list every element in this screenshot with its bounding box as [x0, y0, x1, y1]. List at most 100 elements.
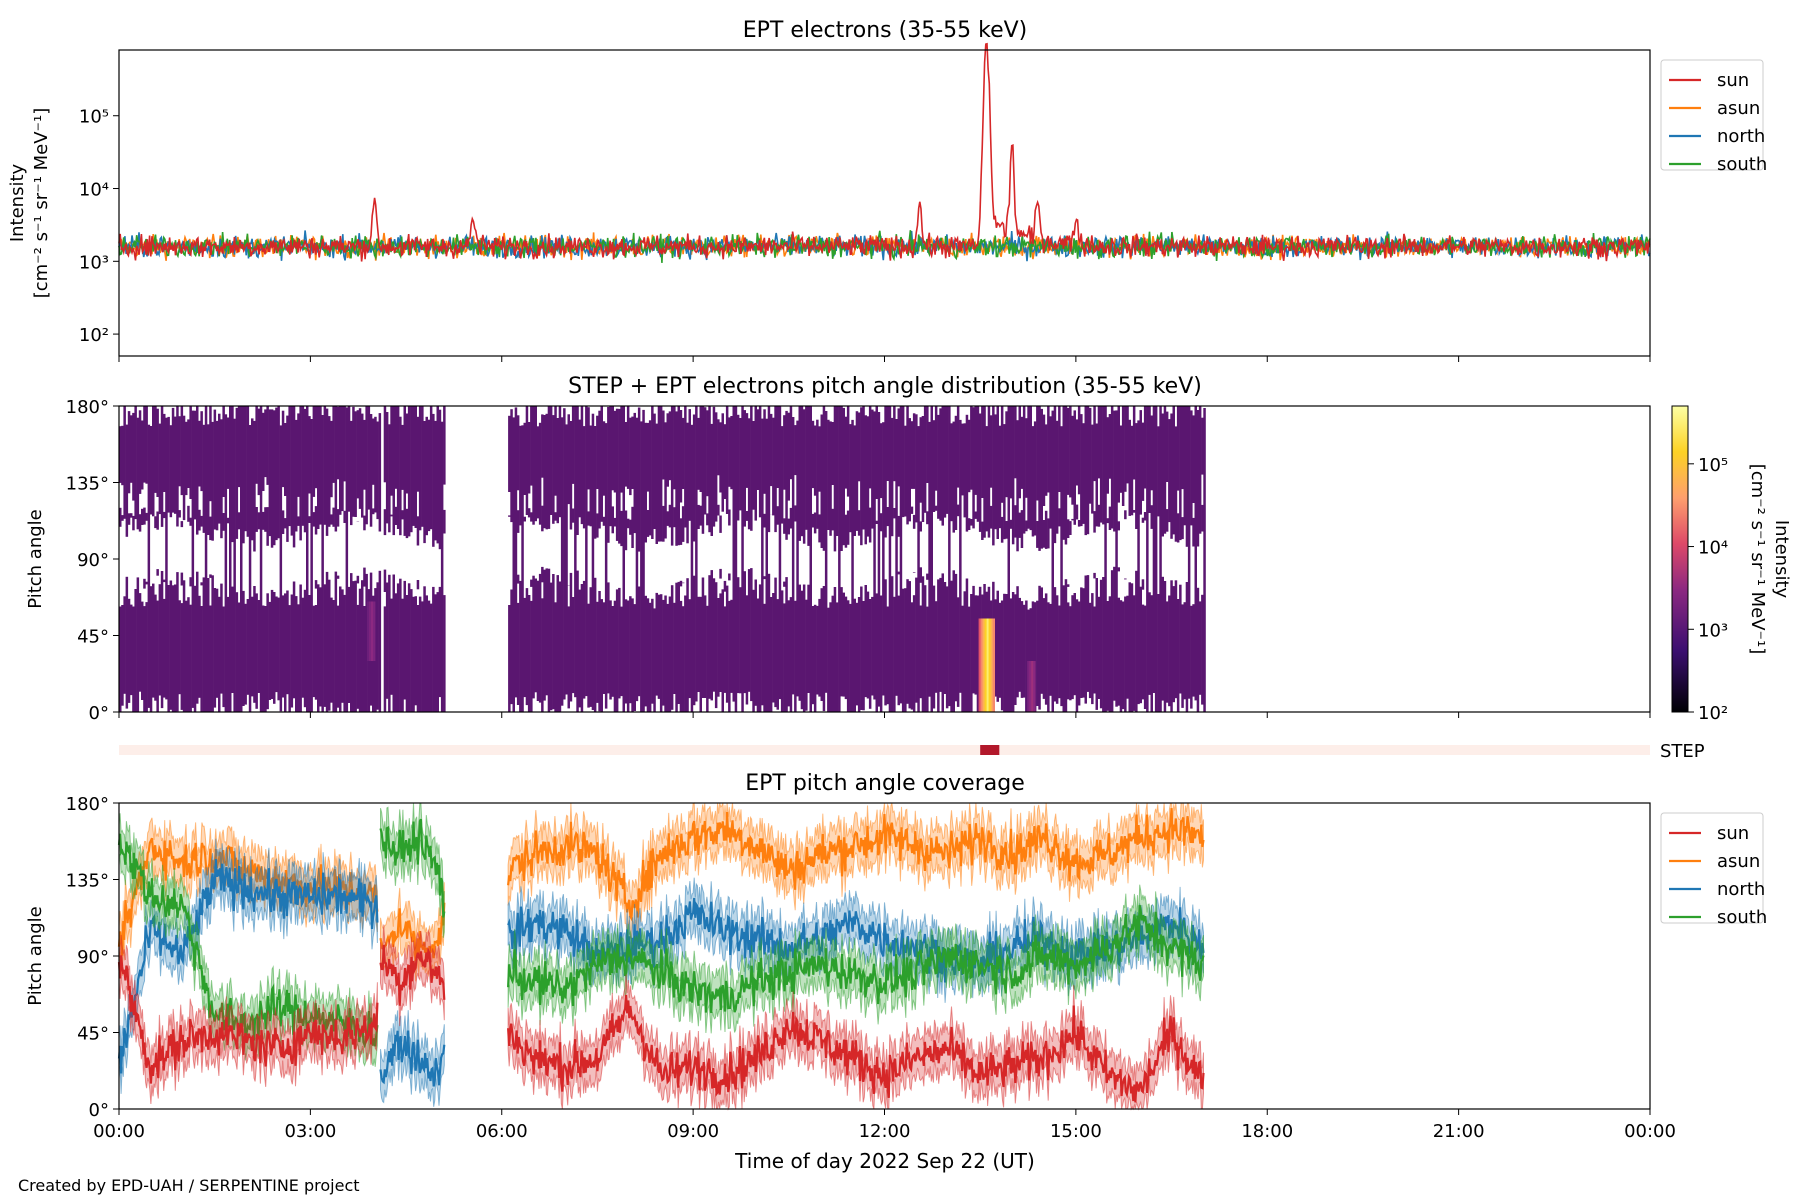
- heatmap-cell: [763, 513, 766, 528]
- heatmap-cell: [787, 412, 790, 501]
- heatmap-cell: [653, 413, 656, 529]
- heatmap-cell: [1066, 602, 1070, 700]
- heatmap-cell: [312, 605, 316, 698]
- legend-label-south: south: [1717, 154, 1767, 175]
- heatmap-cell: [1095, 423, 1098, 527]
- heatmap-cell: [820, 414, 823, 548]
- panel2-title: STEP + EPT electrons pitch angle distrib…: [568, 374, 1202, 399]
- heatmap-cell: [226, 517, 230, 524]
- heatmap-cell: [937, 579, 940, 712]
- heatmap-cell: [1062, 585, 1065, 712]
- y-tick-label: 10⁴: [79, 180, 109, 201]
- heatmap-cell: [1044, 424, 1048, 496]
- heatmap-cell: [508, 415, 511, 492]
- heatmap-cell: [358, 588, 362, 712]
- heatmap-cell: [262, 605, 265, 712]
- heatmap-cell: [681, 582, 685, 584]
- heatmap-enhancement: [986, 618, 989, 712]
- legend-label-asun: asun: [1717, 98, 1760, 119]
- heatmap-cell: [783, 603, 786, 712]
- heatmap-cell: [257, 408, 261, 496]
- heatmap-cell: [919, 605, 922, 699]
- heatmap-cell: [1018, 406, 1021, 499]
- heatmap-cell: [666, 413, 669, 487]
- heatmap-cell: [743, 410, 746, 527]
- heatmap-cell: [805, 406, 808, 530]
- heatmap-cell: [835, 602, 839, 712]
- heatmap-cell: [525, 406, 529, 515]
- coverage-line-sun: [507, 994, 1205, 1103]
- heatmap-cell: [136, 577, 140, 712]
- heatmap-cell: [436, 406, 439, 544]
- heatmap-cell: [699, 406, 702, 492]
- heatmap-cell: [989, 505, 993, 529]
- heatmap-cell: [1088, 407, 1092, 504]
- heatmap-cell: [352, 581, 355, 712]
- heatmap-cell: [618, 587, 621, 699]
- heatmap-cell: [675, 582, 678, 712]
- heatmap-cell: [264, 409, 267, 478]
- heatmap-cell: [154, 406, 157, 493]
- heatmap-cell: [549, 406, 553, 515]
- heatmap-cell: [350, 573, 353, 712]
- x-axis-label: Time of day 2022 Sep 22 (UT): [734, 1149, 1035, 1173]
- heatmap-cell: [743, 571, 746, 694]
- heatmap-cell: [589, 425, 592, 527]
- heatmap-cell: [538, 573, 542, 703]
- heatmap-cell: [317, 406, 320, 529]
- heatmap-cell: [725, 585, 729, 703]
- heatmap-cell: [932, 420, 936, 512]
- heatmap-cell: [165, 417, 168, 700]
- panel-pitch-coverage: EPT pitch angle coverage 0° 45° 90° 135° 180…: [25, 771, 1767, 1173]
- heatmap-cell: [1018, 597, 1021, 692]
- step-label: STEP: [1660, 741, 1705, 762]
- heatmap-cell: [1025, 418, 1028, 498]
- heatmap-cell: [659, 406, 663, 542]
- heatmap-cell: [1130, 583, 1134, 712]
- heatmap-enhancement: [369, 601, 372, 661]
- y-tick-label: 0°: [89, 1100, 109, 1121]
- heatmap-cell: [831, 508, 834, 531]
- heatmap-cell: [1104, 406, 1107, 712]
- heatmap-cell: [611, 506, 614, 534]
- heatmap-cell: [934, 601, 938, 693]
- heatmap-cell: [956, 597, 960, 707]
- heatmap-cell: [156, 600, 159, 712]
- heatmap-cell: [226, 417, 230, 489]
- x-tick-label: 12:00: [859, 1121, 911, 1142]
- heatmap-cell: [123, 406, 126, 519]
- heatmap-cell: [1150, 415, 1153, 491]
- heatmap-cell: [789, 507, 793, 529]
- heatmap-cell: [1038, 585, 1041, 710]
- heatmap-cell: [1201, 594, 1204, 705]
- heatmap-cell: [811, 606, 815, 705]
- heatmap-cell: [138, 593, 142, 692]
- heatmap-cell: [1071, 415, 1074, 505]
- heatmap-cell: [365, 573, 368, 712]
- heatmap-cell: [361, 413, 364, 518]
- heatmap-cell: [312, 512, 316, 527]
- heatmap-cell: [662, 599, 665, 706]
- heatmap-cell: [388, 574, 391, 712]
- heatmap-cell: [180, 603, 184, 710]
- heatmap-cell: [341, 589, 344, 703]
- heatmap-cell: [908, 581, 911, 709]
- heatmap-cell: [794, 425, 797, 476]
- heatmap-cell: [516, 510, 520, 533]
- heatmap-cell: [943, 582, 947, 694]
- heatmap-cell: [728, 509, 731, 526]
- heatmap-cell: [897, 515, 900, 537]
- heatmap-cell: [1077, 601, 1081, 706]
- heatmap-cell: [688, 599, 691, 699]
- heatmap-cell: [624, 599, 628, 704]
- heatmap-cell: [418, 596, 422, 712]
- heatmap-enhancement: [1033, 661, 1036, 712]
- heatmap-cell: [552, 574, 555, 710]
- heatmap-cell: [574, 406, 577, 698]
- heatmap-cell: [659, 594, 663, 712]
- heatmap-cell: [684, 595, 687, 712]
- heatmap-cell: [1113, 566, 1116, 701]
- heatmap-cell: [418, 406, 422, 531]
- heatmap-cell: [527, 422, 531, 494]
- heatmap-cell: [1000, 516, 1004, 543]
